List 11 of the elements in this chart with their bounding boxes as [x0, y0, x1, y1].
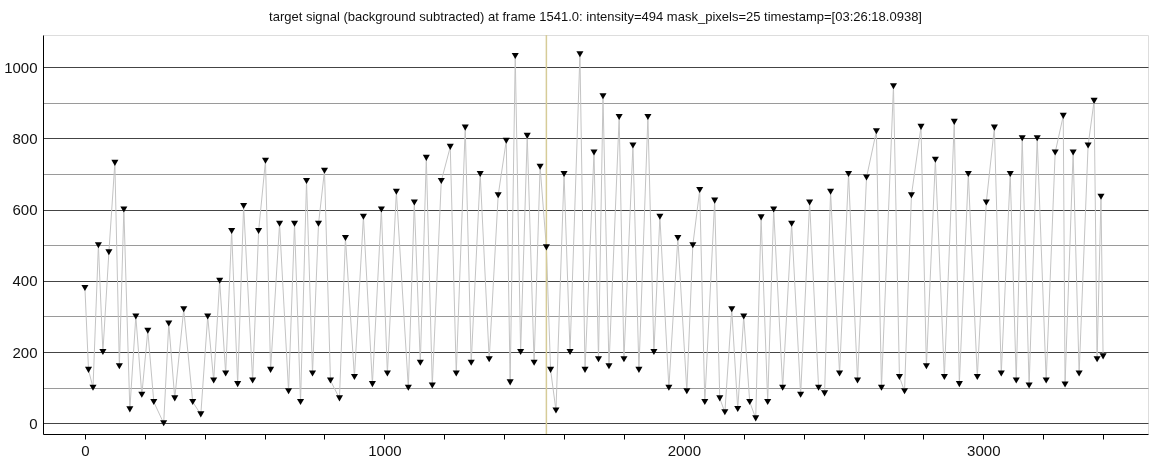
- x-tick-label: 1000: [368, 441, 402, 459]
- y-tick-label: 1000: [4, 58, 38, 76]
- chart-title: target signal (background subtracted) at frame 1541.0: intensity=494 mask_pixels=25 timestamp=[03:26:18.0938]: [269, 9, 922, 25]
- y-tick-label: 0: [29, 414, 38, 432]
- x-tick-label: 2000: [667, 441, 702, 459]
- y-tick-label: 600: [12, 201, 38, 219]
- y-tick-label: 400: [12, 272, 38, 290]
- y-tick-label: 200: [12, 343, 38, 361]
- x-tick-label: 0: [81, 441, 90, 459]
- x-tick-label: 3000: [967, 441, 1001, 459]
- y-tick-label: 800: [12, 129, 38, 147]
